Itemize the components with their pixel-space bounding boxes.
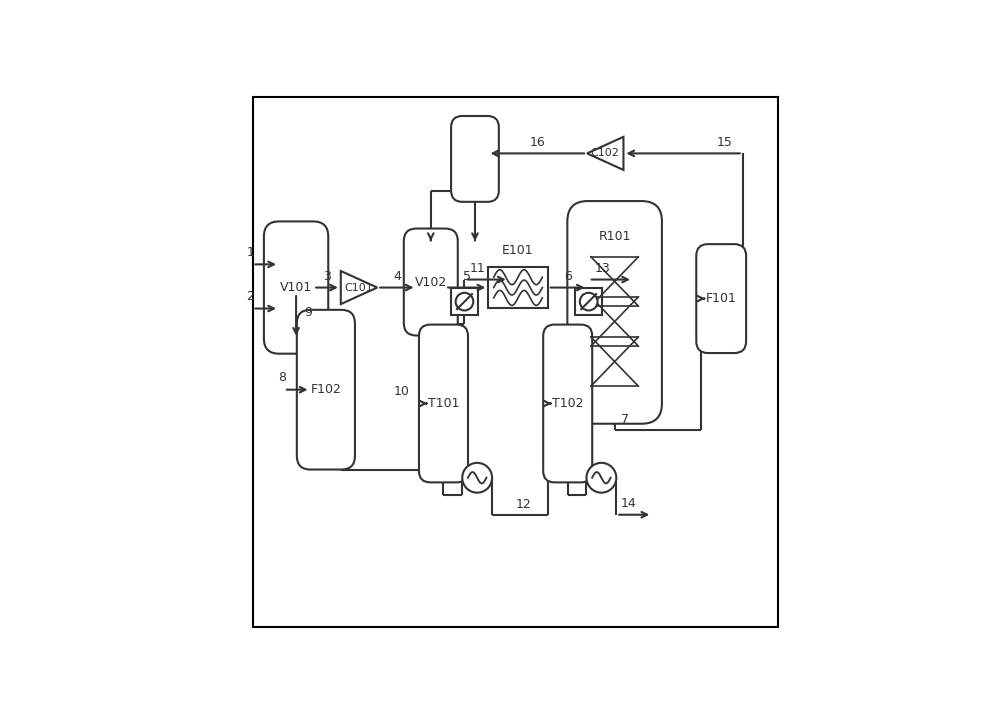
Bar xyxy=(451,288,478,315)
Text: V101: V101 xyxy=(280,281,312,294)
Bar xyxy=(575,288,602,315)
Text: V102: V102 xyxy=(415,275,447,288)
FancyBboxPatch shape xyxy=(404,229,458,336)
FancyBboxPatch shape xyxy=(297,310,355,470)
Text: 13: 13 xyxy=(594,262,610,275)
Text: 9: 9 xyxy=(304,306,312,319)
Text: F101: F101 xyxy=(706,292,737,305)
Polygon shape xyxy=(587,137,623,170)
FancyBboxPatch shape xyxy=(451,116,499,201)
FancyBboxPatch shape xyxy=(264,222,328,353)
Text: 15: 15 xyxy=(717,136,733,148)
Text: C101: C101 xyxy=(345,282,373,293)
FancyBboxPatch shape xyxy=(696,244,746,353)
Text: 4: 4 xyxy=(393,270,401,283)
Text: 8: 8 xyxy=(278,371,286,384)
Circle shape xyxy=(586,463,616,493)
Text: 1: 1 xyxy=(246,245,254,259)
Text: T102: T102 xyxy=(552,397,583,410)
FancyBboxPatch shape xyxy=(419,325,468,483)
Bar xyxy=(488,267,548,308)
Text: F102: F102 xyxy=(310,383,341,397)
Circle shape xyxy=(456,293,473,310)
Text: E101: E101 xyxy=(502,244,534,257)
FancyBboxPatch shape xyxy=(567,201,662,424)
Text: C102: C102 xyxy=(591,148,620,158)
Text: 7: 7 xyxy=(621,413,629,426)
Text: 5: 5 xyxy=(463,270,471,283)
Text: 3: 3 xyxy=(323,270,331,283)
FancyBboxPatch shape xyxy=(543,325,592,483)
Text: R101: R101 xyxy=(598,230,631,243)
Text: 11: 11 xyxy=(470,262,486,275)
Text: 2: 2 xyxy=(246,290,254,303)
Text: 10: 10 xyxy=(394,384,409,398)
Circle shape xyxy=(580,293,598,310)
Polygon shape xyxy=(341,271,377,304)
Text: T101: T101 xyxy=(428,397,459,410)
Text: 16: 16 xyxy=(529,136,545,148)
Text: 12: 12 xyxy=(515,498,531,511)
Text: 6: 6 xyxy=(564,270,572,283)
Text: 14: 14 xyxy=(621,497,636,510)
Circle shape xyxy=(462,463,492,493)
